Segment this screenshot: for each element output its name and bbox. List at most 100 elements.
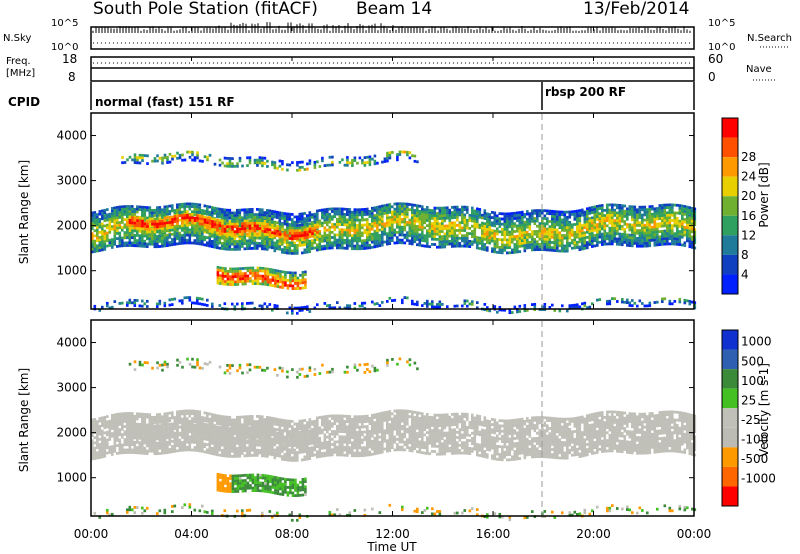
power-cell: [271, 221, 274, 224]
power-cell: [203, 225, 207, 229]
power-cell: [146, 154, 149, 158]
power-cell: [513, 237, 517, 241]
power-cell: [513, 230, 517, 233]
power-cell: [458, 221, 462, 225]
velocity-cell: [108, 427, 112, 431]
power-cell: [216, 273, 220, 277]
power-cell: [181, 234, 184, 237]
power-cell: [91, 245, 94, 249]
power-cell: [678, 225, 682, 228]
power-cell: [218, 241, 222, 245]
power-cell: [123, 236, 127, 240]
power-cell: [468, 302, 472, 306]
power-cell: [216, 212, 219, 216]
power-cell: [601, 240, 604, 244]
power-cell: [543, 305, 547, 309]
power-cell: [283, 214, 287, 218]
power-cell: [358, 231, 362, 235]
power-cell: [256, 236, 259, 240]
power-cell: [448, 229, 452, 233]
power-cell: [211, 220, 214, 223]
power-cell: [158, 217, 162, 221]
power-cell: [426, 305, 429, 308]
power-cell: [523, 213, 527, 216]
power-cell: [493, 211, 497, 215]
power-cell: [163, 208, 167, 211]
power-cell: [141, 154, 144, 157]
power-cell: [306, 228, 309, 231]
power-cell: [416, 204, 419, 208]
power-cell: [103, 224, 107, 228]
power-cell: [226, 162, 229, 165]
power-cell: [638, 237, 642, 240]
power-cell: [171, 238, 174, 241]
power-cell: [441, 214, 444, 218]
velocity-cell: [96, 425, 99, 429]
power-cell: [328, 163, 332, 167]
power-cell: [538, 243, 542, 246]
power-cell: [693, 301, 697, 305]
power-cell: [473, 212, 477, 215]
power-cell: [523, 304, 527, 307]
power-cell: [616, 222, 619, 225]
velocity-cell: [131, 417, 134, 421]
power-cell: [616, 224, 619, 228]
velocity-cell: [106, 451, 109, 455]
power-cell: [423, 239, 427, 243]
power-cell: [503, 248, 507, 252]
power-cell: [586, 243, 589, 247]
velocity-cell: [131, 430, 134, 434]
power-cell: [289, 279, 292, 282]
power-cell: [284, 281, 287, 285]
power-cell: [151, 232, 154, 236]
power-cell: [633, 218, 637, 222]
power-cell: [463, 302, 467, 305]
power-cell: [166, 161, 169, 164]
power-cell: [531, 232, 534, 236]
power-cell: [176, 208, 179, 212]
power-cell: [463, 244, 467, 248]
power-cell: [591, 302, 594, 306]
power-cell: [136, 228, 139, 232]
power-cell: [246, 219, 249, 223]
power-cell: [141, 244, 144, 248]
power-cell: [646, 239, 649, 243]
power-cell: [628, 205, 632, 208]
power-cell: [233, 233, 237, 236]
power-cell: [533, 248, 537, 252]
power-cell: [133, 219, 137, 222]
power-cell: [606, 237, 609, 241]
power-cell: [301, 273, 305, 277]
power-cell: [279, 270, 282, 273]
power-cell: [456, 234, 459, 238]
power-cell: [458, 244, 462, 248]
power-cell: [163, 156, 167, 160]
power-cell: [523, 220, 527, 224]
power-cell: [236, 302, 239, 306]
power-cell: [368, 158, 372, 161]
power-cell: [383, 240, 387, 244]
power-cell: [331, 215, 334, 219]
power-cell: [183, 296, 187, 300]
power-cell: [141, 242, 144, 245]
power-cell: [303, 251, 307, 254]
power-cell: [253, 229, 257, 233]
power-cell: [401, 218, 404, 221]
power-cell: [453, 221, 457, 225]
power-cell: [611, 239, 614, 243]
power-cell: [226, 242, 229, 246]
power-cell: [256, 266, 260, 270]
power-cell: [638, 244, 642, 248]
power-cell: [691, 243, 694, 247]
velocity-cell: [181, 435, 184, 439]
power-cell: [221, 210, 224, 214]
power-cell: [583, 236, 587, 240]
power-cell: [278, 224, 282, 228]
power-cell: [606, 203, 609, 207]
power-cell: [221, 161, 224, 165]
velocity-cell: [98, 432, 102, 436]
power-cell: [678, 209, 682, 213]
power-cell: [118, 244, 122, 248]
power-cell: [236, 220, 239, 223]
power-cell: [161, 234, 164, 238]
